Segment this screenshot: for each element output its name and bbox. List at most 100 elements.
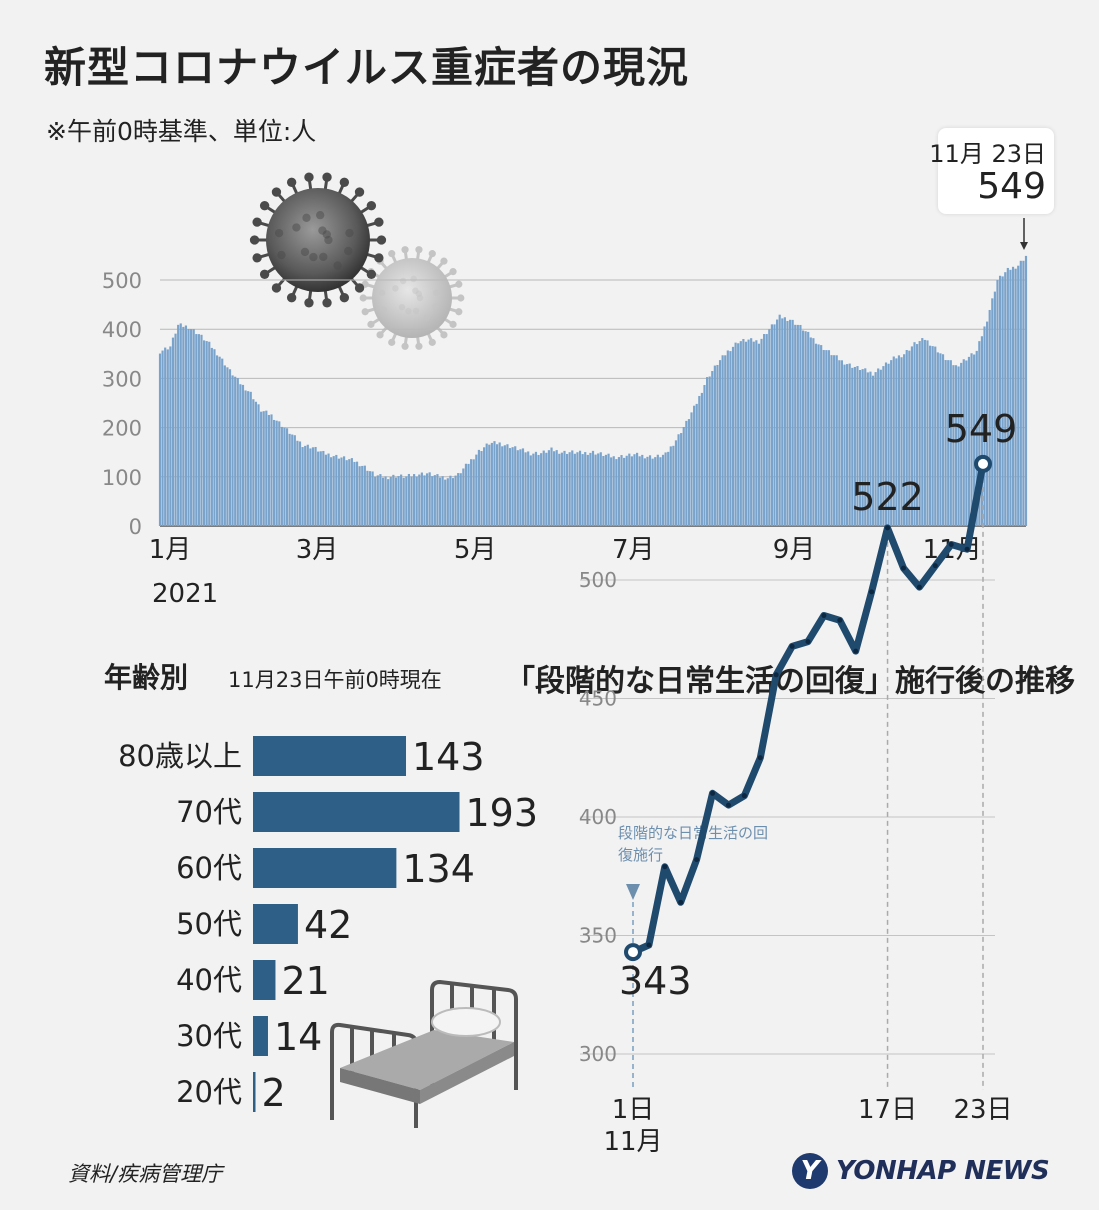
- age-category-label: 60代: [176, 851, 242, 885]
- daily-bar: [755, 340, 758, 526]
- daily-bar: [265, 410, 268, 526]
- daily-bar: [275, 420, 278, 526]
- trend-point: [678, 899, 684, 905]
- daily-bar: [467, 463, 470, 526]
- daily-bar: [949, 360, 952, 526]
- daily-bar: [954, 365, 958, 526]
- daily-bar: [633, 454, 636, 526]
- daily-bar: [1001, 276, 1004, 526]
- daily-bar: [812, 338, 815, 526]
- daily-bar: [597, 453, 600, 526]
- callout-arrowhead: [1020, 242, 1028, 250]
- daily-bar: [158, 353, 162, 526]
- age-bar: [253, 1072, 256, 1112]
- daily-bar: [392, 474, 395, 526]
- daily-bar: [716, 364, 719, 526]
- daily-bar: [648, 455, 652, 526]
- daily-bar: [638, 456, 641, 526]
- daily-bar: [519, 449, 522, 526]
- yonhap-logo-icon: Y: [792, 1153, 828, 1189]
- daily-bar: [913, 342, 916, 526]
- daily-bar: [244, 390, 247, 526]
- daily-bar: [993, 291, 996, 526]
- age-value-label: 134: [402, 847, 475, 891]
- daily-bar: [625, 455, 628, 526]
- daily-bar: [677, 434, 680, 526]
- daily-bar: [978, 341, 981, 526]
- daily-bar: [853, 366, 856, 526]
- trend-point: [916, 584, 922, 590]
- daily-bar: [345, 460, 348, 526]
- daily-bar: [529, 455, 532, 526]
- daily-bar: [737, 343, 740, 526]
- daily-bar: [169, 346, 172, 526]
- daily-bar: [861, 369, 864, 526]
- daily-bar: [711, 371, 714, 526]
- daily-bar: [272, 419, 276, 526]
- daily-bar: [490, 442, 493, 526]
- trend-endpoint: [624, 943, 642, 962]
- daily-bar: [768, 329, 771, 526]
- daily-bar: [664, 452, 667, 526]
- daily-bar: [208, 341, 211, 526]
- age-value-label: 143: [412, 735, 485, 779]
- daily-bar: [928, 345, 932, 526]
- age-category-label: 70代: [176, 795, 242, 829]
- daily-bar: [1017, 265, 1020, 526]
- daily-bar: [680, 433, 683, 526]
- daily-bar: [936, 352, 939, 526]
- trend-point: [725, 802, 731, 808]
- daily-bar: [960, 362, 963, 526]
- x-axis-month-label: 11月: [603, 1127, 662, 1157]
- trend-point: [932, 563, 938, 569]
- age-bar: [253, 904, 298, 944]
- daily-bar: [848, 363, 851, 526]
- daily-bar: [164, 347, 167, 526]
- daily-bar: [646, 456, 649, 526]
- daily-bar: [304, 445, 307, 526]
- daily-bar: [1004, 272, 1007, 526]
- trend-y-tick-label: 300: [579, 1042, 617, 1066]
- age-value-label: 2: [262, 1071, 286, 1115]
- daily-bar: [589, 452, 592, 526]
- trend-point: [741, 793, 747, 799]
- daily-bar: [472, 459, 475, 526]
- daily-bar: [905, 350, 908, 526]
- daily-bar: [794, 324, 797, 526]
- trend-point: [853, 648, 859, 654]
- main-y-tick-label: 200: [102, 417, 142, 441]
- daily-bar: [495, 444, 499, 526]
- daily-bar: [739, 341, 742, 526]
- daily-bar: [674, 440, 678, 526]
- daily-bar: [659, 457, 662, 526]
- daily-bar: [939, 353, 942, 526]
- daily-bar: [970, 353, 973, 526]
- daily-bar: [996, 280, 999, 526]
- daily-bar: [433, 475, 436, 526]
- daily-bar: [425, 473, 429, 526]
- daily-bar: [407, 473, 410, 526]
- daily-bar: [267, 414, 270, 526]
- daily-bar: [695, 403, 698, 526]
- daily-bar: [965, 360, 968, 526]
- daily-bar: [247, 391, 250, 526]
- daily-bar: [734, 342, 737, 526]
- daily-bar: [444, 479, 447, 526]
- daily-bar: [387, 479, 390, 526]
- daily-bar: [975, 350, 978, 526]
- daily-bar: [550, 447, 553, 526]
- daily-bar: [280, 426, 283, 526]
- daily-bar: [394, 477, 398, 526]
- daily-bar: [687, 419, 691, 526]
- age-chart-date: 11月23日午前0時現在: [228, 668, 442, 692]
- age-chart-title: 年齢別: [104, 661, 189, 694]
- daily-bar: [586, 454, 589, 526]
- daily-bar: [400, 474, 403, 526]
- daily-bar: [298, 441, 302, 526]
- daily-bar: [563, 450, 566, 526]
- daily-bar: [314, 446, 317, 526]
- daily-bar: [578, 450, 582, 526]
- daily-bar: [228, 369, 232, 526]
- daily-bar: [630, 456, 633, 526]
